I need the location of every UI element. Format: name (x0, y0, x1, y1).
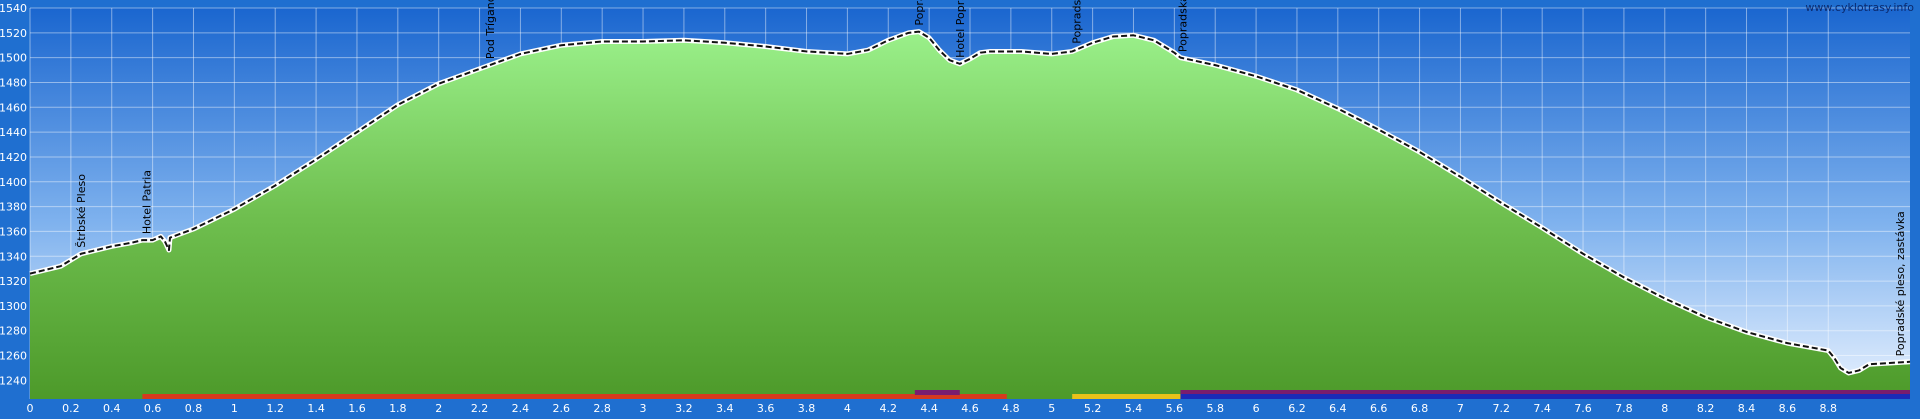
x-tick-label: 7.6 (1574, 402, 1592, 415)
x-tick-label: 1.4 (307, 402, 325, 415)
y-tick-label: 1440 (0, 126, 27, 139)
profile-line (29, 30, 1911, 374)
x-tick-label: 1.8 (389, 402, 407, 415)
x-tick-label: 0.2 (62, 402, 80, 415)
y-tick-label: 1300 (0, 300, 27, 313)
x-tick-labels: 0 0.2 0.4 0.6 0.8 1 1.2 1.4 1.6 1.8 2 2.2 2.4 2.6 2.8 3… (27, 402, 1838, 415)
waypoint-label: Hotel Popradské pleso (954, 0, 967, 58)
waypoint-label: Popradské pleso (913, 0, 926, 26)
x-tick-label: 7.4 (1533, 402, 1551, 415)
y-tick-label: 1540 (0, 2, 27, 15)
x-tick-label: 3.4 (716, 402, 734, 415)
x-tick-label: 6 (1253, 402, 1260, 415)
y-tick-label: 1240 (0, 374, 27, 387)
x-tick-label: 5 (1048, 402, 1055, 415)
x-tick-label: 5.8 (1206, 402, 1224, 415)
x-tick-label: 0.4 (103, 402, 121, 415)
waypoint-label: Popradské pleso, zastávka (1894, 211, 1907, 356)
x-tick-label: 2.6 (553, 402, 571, 415)
x-tick-label: 4.2 (880, 402, 898, 415)
x-tick-label: 2 (435, 402, 442, 415)
x-tick-label: 2.8 (593, 402, 611, 415)
x-tick-label: 3.6 (757, 402, 775, 415)
y-tick-label: 1360 (0, 225, 27, 238)
x-tick-label: 6.4 (1329, 402, 1347, 415)
y-tick-label: 1480 (0, 76, 27, 89)
x-tick-label: 7.2 (1493, 402, 1511, 415)
x-tick-label: 8.6 (1779, 402, 1797, 415)
y-tick-label: 1520 (0, 27, 27, 40)
x-tick-label: 4 (844, 402, 851, 415)
y-tick-label: 1320 (0, 275, 27, 288)
x-tick-label: 2.2 (471, 402, 489, 415)
profile-area (29, 29, 1911, 399)
y-tick-label: 1280 (0, 325, 27, 338)
terrain-fill (30, 31, 1910, 399)
x-tick-label: 5.4 (1125, 402, 1143, 415)
y-tick-label: 1460 (0, 101, 27, 114)
x-tick-label: 6.6 (1370, 402, 1388, 415)
x-tick-label: 5.2 (1084, 402, 1102, 415)
x-tick-label: 1 (231, 402, 238, 415)
surface-bar (914, 390, 960, 395)
waypoint-label: Pod Tríganom (484, 0, 497, 59)
watermark[interactable]: www.cyklotrasy.info (1805, 1, 1914, 14)
x-tick-label: 8 (1661, 402, 1668, 415)
x-tick-label: 3 (640, 402, 647, 415)
x-tick-label: 0.6 (144, 402, 162, 415)
x-tick-label: 8.8 (1820, 402, 1838, 415)
x-tick-label: 4.6 (961, 402, 979, 415)
x-tick-label: 7 (1457, 402, 1464, 415)
x-tick-label: 1.6 (348, 402, 366, 415)
y-tick-label: 1260 (0, 350, 27, 363)
x-tick-label: 6.8 (1411, 402, 1429, 415)
x-tick-label: 8.2 (1697, 402, 1715, 415)
surface-bars (142, 390, 1910, 399)
y-tick-label: 1400 (0, 176, 27, 189)
waypoint-label: Popradská Poľana (1177, 0, 1190, 52)
y-tick-label: 1500 (0, 52, 27, 65)
x-tick-label: 3.8 (798, 402, 816, 415)
x-tick-label: 1.2 (266, 402, 284, 415)
surface-bar (1180, 394, 1910, 399)
y-tick-label: 1340 (0, 250, 27, 263)
waypoint-labels: Štrbské Pleso Hotel Patria Pod Tríganom Pop… (75, 0, 1907, 356)
waypoint-label: Hotel Patria (140, 170, 153, 234)
waypoint-label: Štrbské Pleso (75, 174, 88, 248)
x-tick-label: 5.6 (1166, 402, 1184, 415)
x-tick-label: 4.4 (920, 402, 938, 415)
surface-bar (142, 394, 1007, 399)
x-tick-label: 4.8 (1002, 402, 1020, 415)
waypoint-label: Popradské pleso (1070, 0, 1083, 44)
x-tick-label: 0.8 (185, 402, 203, 415)
x-tick-label: 2.4 (512, 402, 530, 415)
y-tick-label: 1420 (0, 151, 27, 164)
x-tick-label: 7.8 (1615, 402, 1633, 415)
y-tick-label: 1380 (0, 201, 27, 214)
y-tick-labels: 1240 1260 1280 1300 1320 1340 1360 1380 1400 1420… (0, 2, 27, 387)
surface-bar (1180, 390, 1910, 395)
surface-bar (1072, 394, 1181, 399)
x-tick-label: 8.4 (1738, 402, 1756, 415)
x-tick-label: 6.2 (1288, 402, 1306, 415)
x-tick-label: 0 (27, 402, 34, 415)
x-tick-label: 3.2 (675, 402, 693, 415)
